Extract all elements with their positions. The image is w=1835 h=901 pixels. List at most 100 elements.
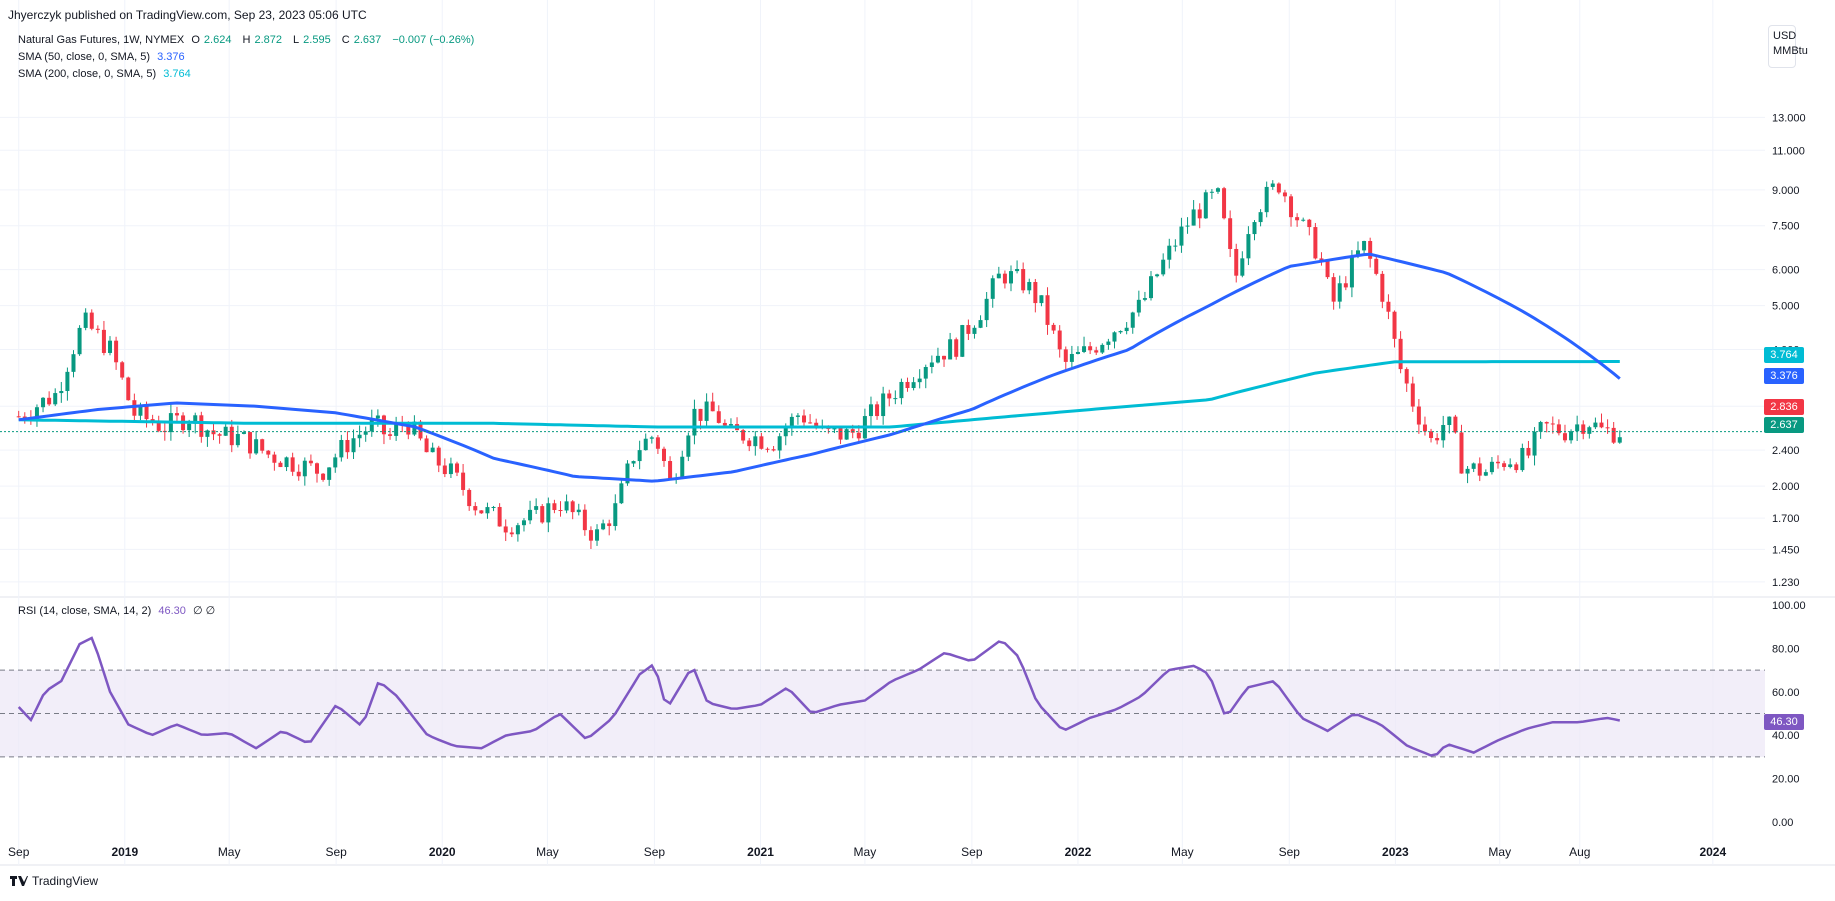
candle bbox=[1587, 427, 1592, 434]
candle bbox=[771, 449, 776, 451]
candle bbox=[582, 509, 587, 531]
candle bbox=[65, 371, 70, 392]
candle bbox=[1142, 298, 1147, 300]
candle bbox=[375, 415, 380, 419]
candle bbox=[1581, 424, 1586, 434]
candle bbox=[1051, 324, 1056, 331]
time-tick-label: 2021 bbox=[747, 845, 774, 859]
candle bbox=[850, 429, 855, 433]
candle bbox=[777, 436, 782, 451]
candle bbox=[528, 509, 533, 521]
candle bbox=[1155, 274, 1160, 277]
candle bbox=[668, 461, 673, 480]
candle bbox=[1355, 250, 1360, 257]
candle bbox=[448, 463, 453, 475]
candle bbox=[802, 415, 807, 423]
candle bbox=[643, 438, 648, 451]
candle bbox=[211, 430, 216, 435]
rsi-value: 46.30 bbox=[158, 605, 186, 617]
candle bbox=[1027, 282, 1032, 291]
rsi-tick-label: 40.00 bbox=[1772, 730, 1800, 742]
candle bbox=[960, 325, 965, 357]
candle bbox=[795, 415, 800, 417]
candle bbox=[302, 460, 307, 477]
sma50-legend[interactable]: SMA (50, close, 0, SMA, 5) 3.376 bbox=[18, 51, 185, 63]
candle bbox=[1398, 338, 1403, 370]
candle bbox=[217, 434, 222, 436]
candle bbox=[747, 440, 752, 447]
candle bbox=[856, 432, 861, 439]
candle bbox=[1130, 312, 1135, 328]
candle bbox=[1416, 406, 1421, 425]
candle bbox=[722, 422, 727, 426]
candle bbox=[990, 278, 995, 299]
price-tick-label: 1.700 bbox=[1772, 513, 1800, 525]
tradingview-logo[interactable]: TradingView bbox=[10, 874, 98, 888]
candle bbox=[71, 354, 76, 372]
candle bbox=[77, 327, 82, 355]
candle bbox=[1167, 245, 1172, 260]
candle bbox=[47, 397, 52, 405]
candle bbox=[601, 523, 606, 530]
time-tick-label: May bbox=[536, 845, 559, 859]
candle bbox=[461, 472, 466, 490]
candle bbox=[753, 436, 758, 447]
candle bbox=[1021, 269, 1026, 291]
candle bbox=[1075, 351, 1080, 354]
candle bbox=[1550, 423, 1555, 425]
high-value: H 2.872 bbox=[242, 34, 282, 46]
time-tick-label: Sep bbox=[1279, 845, 1301, 859]
candle bbox=[613, 503, 618, 527]
candle bbox=[430, 447, 435, 453]
candle bbox=[1435, 438, 1440, 441]
time-tick-label: Sep bbox=[644, 845, 666, 859]
candle bbox=[1532, 431, 1537, 456]
candle bbox=[1246, 234, 1251, 259]
candle bbox=[875, 404, 880, 417]
candle bbox=[351, 438, 356, 453]
candle bbox=[1307, 219, 1312, 228]
candle bbox=[1100, 344, 1105, 353]
candle bbox=[1222, 188, 1227, 219]
candle bbox=[1258, 212, 1263, 223]
candle bbox=[278, 462, 283, 468]
candle bbox=[1538, 422, 1543, 432]
candle bbox=[369, 418, 374, 432]
sma200-legend[interactable]: SMA (200, close, 0, SMA, 5) 3.764 bbox=[18, 68, 191, 80]
candle bbox=[996, 273, 1001, 279]
candle bbox=[1343, 283, 1348, 288]
candle bbox=[266, 450, 271, 455]
candle bbox=[1410, 383, 1415, 407]
time-tick-label: May bbox=[854, 845, 877, 859]
rsi-extra: ∅ ∅ bbox=[192, 605, 216, 617]
candle bbox=[363, 431, 368, 435]
candle bbox=[966, 325, 971, 334]
candle bbox=[808, 422, 813, 424]
candle bbox=[174, 413, 179, 416]
candle bbox=[576, 509, 581, 513]
time-tick-label: May bbox=[218, 845, 241, 859]
price-tick-label: 7.500 bbox=[1772, 221, 1800, 233]
candle bbox=[972, 327, 977, 334]
close-value: C 2.637 bbox=[341, 34, 382, 46]
candle bbox=[1465, 468, 1470, 474]
currency-unit-button[interactable]: USD MMBtu bbox=[1768, 25, 1808, 68]
rsi-legend[interactable]: RSI (14, close, SMA, 14, 2) 46.30 ∅ ∅ bbox=[18, 605, 216, 617]
candle bbox=[978, 320, 983, 328]
candle bbox=[1282, 192, 1287, 197]
candle bbox=[984, 298, 989, 321]
candle bbox=[564, 501, 569, 511]
candle bbox=[838, 428, 843, 440]
candle bbox=[765, 448, 770, 450]
candle bbox=[327, 467, 332, 480]
candle bbox=[1270, 183, 1275, 187]
candle bbox=[1301, 219, 1306, 221]
candle bbox=[1136, 299, 1141, 313]
candle bbox=[625, 463, 630, 484]
publisher-header: Jhyerczyk published on TradingView.com, … bbox=[8, 8, 367, 22]
candle bbox=[1149, 276, 1154, 299]
candle bbox=[1252, 222, 1257, 235]
candle bbox=[1575, 424, 1580, 432]
candle bbox=[1289, 196, 1294, 218]
